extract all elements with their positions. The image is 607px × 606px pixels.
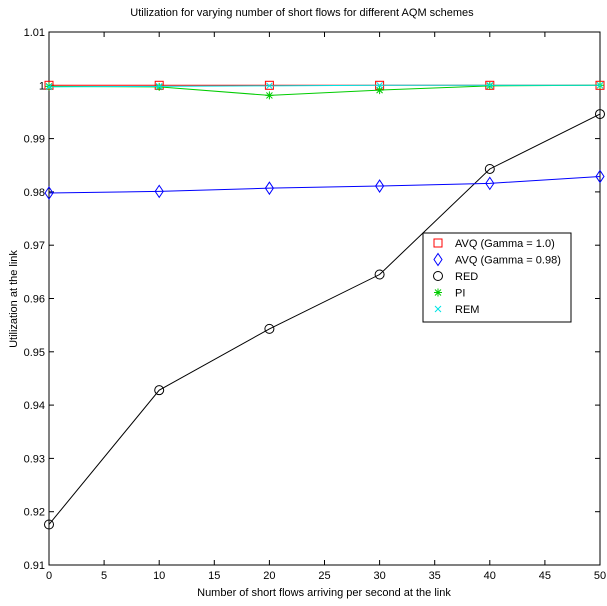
- data-point-asterisk: [375, 86, 384, 95]
- legend-marker-square: [433, 238, 443, 248]
- x-tick-label: 25: [318, 570, 330, 582]
- data-point-diamond: [595, 169, 605, 184]
- y-tick-label: 0.93: [24, 453, 45, 465]
- y-tick-label: 0.99: [24, 134, 45, 146]
- legend-marker-asterisk: [434, 288, 442, 297]
- x-tick-label: 40: [484, 570, 496, 582]
- data-point-x: [45, 83, 53, 91]
- legend-marker-circle: [433, 271, 443, 281]
- series-line-diamond: [48, 175, 601, 194]
- data-point-circle: [44, 519, 54, 530]
- data-point-diamond: [264, 181, 275, 196]
- chart-title: Utilization for varying number of short …: [130, 7, 474, 19]
- y-tick-label: 0.95: [24, 347, 45, 359]
- x-axis: 0 5 10 15 20 25 30 35 40 45 50: [46, 32, 606, 582]
- legend-label: AVQ (Gamma = 0.98): [455, 255, 561, 267]
- x-tick-label: 10: [153, 570, 165, 582]
- data-point-circle: [154, 385, 165, 396]
- y-tick-label: 0.98: [24, 187, 45, 199]
- x-tick-label: 30: [373, 570, 385, 582]
- y-tick-label: 0.92: [24, 507, 45, 519]
- data-point-circle: [374, 269, 385, 280]
- legend-label: PI: [455, 288, 465, 300]
- y-tick-label: 0.94: [24, 400, 45, 412]
- data-point-diamond: [154, 184, 164, 199]
- x-tick-label: 45: [539, 570, 551, 582]
- data-point-x: [155, 83, 163, 90]
- legend-label: AVQ (Gamma = 1.0): [455, 238, 555, 250]
- x-tick-label: 5: [101, 570, 107, 582]
- data-point-x: [596, 81, 604, 89]
- y-tick-label: 1: [39, 80, 45, 92]
- data-point-circle: [264, 323, 275, 334]
- data-point-asterisk: [265, 91, 274, 100]
- plot-area: [44, 80, 605, 530]
- y-tick-label: 1.01: [24, 27, 45, 39]
- legend-box: [422, 232, 572, 323]
- y-tick-label: 0.97: [24, 240, 45, 252]
- x-tick-label: 15: [208, 570, 220, 582]
- data-point-circle: [484, 163, 495, 174]
- x-tick-label: 35: [429, 570, 441, 582]
- data-point-diamond: [374, 179, 385, 193]
- data-point-x: [486, 81, 494, 89]
- series-line-circle: [48, 113, 601, 525]
- data-point-x: [266, 82, 273, 90]
- y-axis-label: Utilization at the link: [8, 250, 20, 348]
- x-tick-label: 50: [594, 570, 606, 582]
- legend-marker-x: [434, 305, 442, 313]
- data-point-diamond: [44, 186, 54, 200]
- y-axis: 0.91 0.92 0.93 0.94 0.95 0.96 0.97 0.98 0.99 1 1.0…: [24, 27, 600, 572]
- legend-label: REM: [455, 304, 479, 316]
- x-axis-label: Number of short flows arriving per secon…: [197, 587, 451, 599]
- legend-marker-diamond: [433, 252, 443, 267]
- legend: AVQ (Gamma = 1.0) AVQ (Gamma = 0.98) RED PI…: [422, 232, 572, 323]
- legend-label: RED: [455, 271, 478, 283]
- x-tick-label: 0: [46, 570, 52, 582]
- series-line-x: [48, 84, 600, 88]
- data-point-diamond: [485, 176, 495, 191]
- data-point-square: [264, 80, 274, 90]
- data-point-x: [376, 81, 383, 89]
- y-tick-label: 0.91: [24, 560, 45, 572]
- data-point-circle: [595, 109, 605, 120]
- y-tick-label: 0.96: [24, 294, 45, 306]
- x-tick-label: 20: [263, 570, 275, 582]
